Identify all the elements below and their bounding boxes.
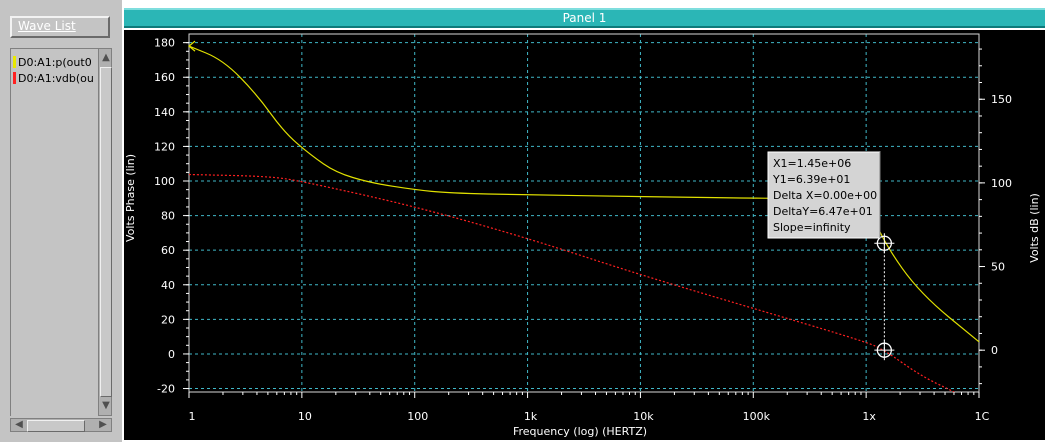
x-axis-label: Frequency (log) (HERTZ): [513, 425, 647, 438]
x-tick-label: 1C: [975, 410, 990, 423]
wave-list: D0:A1:p(out0 D0:A1:vdb(ou: [10, 48, 98, 416]
cursor-annotation-box: [767, 151, 881, 239]
left-y-tick-label: 180: [154, 37, 175, 50]
cursor-annotation-text: Y1=6.39e+01: [772, 173, 850, 186]
cursor-annotation-text: DeltaY=6.47e+01: [773, 205, 873, 218]
db-color-swatch: [13, 72, 16, 84]
left-y-tick-label: 60: [161, 244, 175, 257]
right-y-tick-label: 100: [991, 177, 1012, 190]
scroll-left-icon[interactable]: ◀: [15, 419, 23, 430]
wave-list-item-label: D0:A1:vdb(ou: [18, 72, 94, 85]
left-y-tick-label: 100: [154, 175, 175, 188]
plot-background: [124, 30, 1045, 440]
scroll-right-icon[interactable]: ▶: [99, 419, 107, 430]
scroll-down-icon[interactable]: ▼: [102, 400, 110, 411]
y-axis-left-label: Volts Phase (lin): [124, 154, 137, 242]
left-y-tick-label: 140: [154, 106, 175, 119]
right-y-tick-label: 150: [991, 93, 1012, 106]
right-y-axis: 0 50 100 150: [979, 48, 1012, 385]
wave-list-item-db[interactable]: D0:A1:vdb(ou: [13, 71, 99, 87]
x-tick-label: 10k: [633, 410, 654, 423]
cursor-annotation-text: X1=1.45e+06: [773, 157, 851, 170]
scroll-up-icon[interactable]: ▲: [102, 52, 110, 63]
left-y-tick-label: 120: [154, 140, 175, 153]
x-tick-label: 1: [189, 410, 196, 423]
right-y-tick-label: 0: [991, 344, 998, 357]
wave-list-item-phase[interactable]: D0:A1:p(out0: [13, 55, 99, 71]
x-axis: 1 10 100 1k 10k 100k 1x 1C: [188, 392, 990, 423]
left-y-tick-label: 0: [168, 348, 175, 361]
horizontal-scrollbar[interactable]: ◀ ▶: [10, 418, 112, 432]
x-tick-label: 1k: [524, 410, 538, 423]
wave-list-item-label: D0:A1:p(out0: [18, 56, 92, 69]
left-y-tick-label: 40: [161, 279, 175, 292]
vertical-scroll-thumb[interactable]: [100, 67, 112, 397]
x-tick-label: 100k: [743, 410, 771, 423]
cursor-annotation-text: Delta X=0.00e+00: [773, 189, 877, 202]
series-start-marker: [188, 40, 196, 52]
left-y-tick-label: 80: [161, 210, 175, 223]
cursor-layer[interactable]: X1=1.45e+06 Y1=6.39e+01 Delta X=0.00e+00 De…: [767, 151, 895, 361]
horizontal-scroll-thumb[interactable]: [27, 420, 85, 432]
x-tick-label: 100: [407, 410, 428, 423]
left-y-tick-label: -20: [157, 383, 175, 396]
left-y-axis: -20 0 20 40 60 80 100 120 140 160 180: [154, 37, 189, 396]
right-y-tick-label: 50: [991, 261, 1005, 274]
x-tick-label: 10: [298, 410, 312, 423]
y-axis-right-label: Volts dB (lin): [1028, 193, 1041, 263]
wave-list-pane: Wave List D0:A1:p(out0 D0:A1:vdb(ou ▲ ▼ …: [0, 0, 122, 442]
left-y-tick-label: 20: [161, 313, 175, 326]
x-tick-label: 1x: [862, 410, 876, 423]
db-series-line: [188, 173, 955, 393]
vertical-scrollbar[interactable]: ▲ ▼: [98, 48, 112, 416]
panel-title-bar[interactable]: Panel 1: [124, 8, 1045, 28]
plot-frame: [188, 33, 980, 393]
cursor-annotation-text: Slope=infinity: [773, 221, 851, 234]
left-y-tick-label: 160: [154, 71, 175, 84]
phase-color-swatch: [13, 56, 16, 68]
wave-list-button[interactable]: Wave List: [10, 16, 110, 38]
